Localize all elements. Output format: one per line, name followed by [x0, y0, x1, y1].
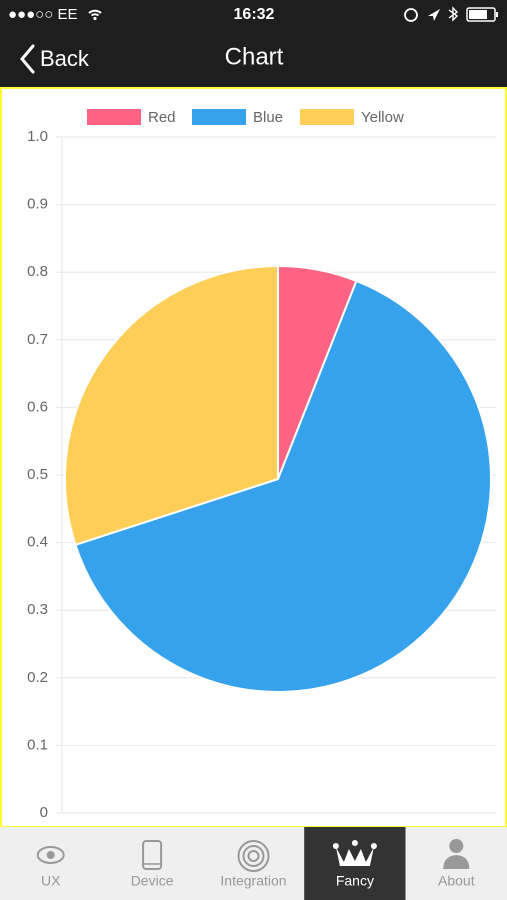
tab-label[interactable]: Fancy	[336, 873, 374, 889]
chart: 0 0.1 0.2 0.3 0.4 0.5 0.6 0.7 0.8 0.9 1.0 Red Blue Ye…	[27, 109, 496, 821]
wifi-icon	[88, 9, 102, 17]
tab-icon-part[interactable]	[443, 855, 470, 869]
wifi-dot	[93, 16, 97, 21]
tabs: UX Device Integration Fancy About	[0, 827, 507, 900]
tab-label[interactable]: Integration	[220, 873, 286, 889]
battery-tip	[496, 12, 498, 17]
carrier: ●●●○○ EE	[8, 6, 77, 23]
y-tick-label: 0	[40, 804, 48, 821]
tab[interactable]: Fancy	[304, 827, 406, 900]
tab-icon-part[interactable]	[351, 840, 358, 846]
tab-icon-part[interactable]	[242, 845, 265, 867]
location-icon	[428, 9, 440, 21]
y-tick-label: 0.9	[27, 196, 48, 213]
legend-label: Blue	[253, 109, 283, 126]
legend-swatch	[300, 109, 354, 125]
legend-label: Yellow	[361, 109, 404, 126]
y-tick-label: 0.4	[27, 534, 48, 551]
y-tick-label: 0.3	[27, 601, 48, 618]
tab-label[interactable]: UX	[41, 873, 61, 889]
tab-icon-part[interactable]	[36, 846, 65, 864]
tab-icon-part[interactable]	[370, 843, 377, 849]
tab-icon[interactable]	[332, 840, 377, 866]
pie-slice	[74, 279, 492, 693]
legend-swatch	[87, 109, 141, 125]
pie-slice	[64, 264, 279, 547]
tab-label[interactable]: Device	[131, 873, 174, 889]
tab[interactable]: UX	[0, 827, 102, 900]
tab-icon-part[interactable]	[335, 847, 374, 866]
y-tick-label: 0.7	[27, 331, 48, 348]
y-tick-label: 0.5	[27, 466, 48, 483]
nav-title: Chart	[225, 43, 284, 70]
y-tick-label: 0.2	[27, 669, 48, 686]
battery-level	[469, 10, 487, 19]
bluetooth-icon	[448, 6, 459, 22]
tab-icon[interactable]	[237, 840, 270, 872]
tab-icon[interactable]	[142, 840, 163, 870]
tab-icon[interactable]	[443, 839, 470, 869]
tab-icon-part[interactable]	[46, 851, 55, 859]
back-button[interactable]: Back	[20, 44, 90, 74]
y-tick-label: 0.8	[27, 263, 48, 280]
legend-swatch	[192, 109, 246, 125]
back-chevron[interactable]	[20, 44, 35, 74]
legend-label: Red	[148, 109, 176, 126]
tab-icon-part[interactable]	[247, 850, 260, 862]
tab-icon-part[interactable]	[142, 840, 163, 870]
tab-icon-part[interactable]	[332, 843, 339, 849]
tab-background[interactable]	[202, 827, 305, 900]
tab-icon-part[interactable]	[237, 840, 270, 872]
y-tick-label: 1.0	[27, 128, 48, 145]
back-label[interactable]: Back	[40, 46, 90, 71]
top-bar	[0, 0, 507, 87]
y-tick-label: 0.6	[27, 398, 48, 415]
y-tick-label: 0.1	[27, 736, 48, 753]
tab-icon[interactable]	[36, 846, 65, 864]
tab[interactable]: About	[405, 827, 507, 900]
tab-icon-part[interactable]	[449, 839, 464, 853]
battery	[466, 7, 496, 22]
tab-label[interactable]: About	[438, 873, 475, 889]
clock: 16:32	[234, 6, 275, 23]
lock-icon	[404, 8, 418, 22]
tab[interactable]: Device	[101, 827, 203, 900]
tab[interactable]: Integration	[202, 827, 305, 900]
